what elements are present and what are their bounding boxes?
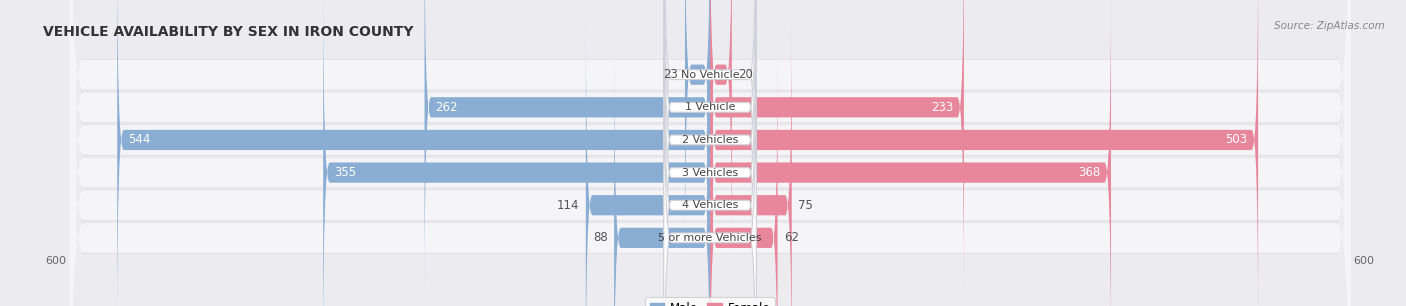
FancyBboxPatch shape bbox=[664, 0, 756, 306]
Text: Source: ZipAtlas.com: Source: ZipAtlas.com bbox=[1274, 21, 1385, 32]
FancyBboxPatch shape bbox=[710, 52, 778, 306]
Text: 544: 544 bbox=[128, 133, 150, 147]
Text: 368: 368 bbox=[1078, 166, 1099, 179]
FancyBboxPatch shape bbox=[425, 0, 710, 293]
FancyBboxPatch shape bbox=[710, 0, 1258, 306]
FancyBboxPatch shape bbox=[69, 0, 1351, 306]
Text: 503: 503 bbox=[1225, 133, 1247, 147]
Text: 23: 23 bbox=[664, 68, 679, 81]
FancyBboxPatch shape bbox=[69, 0, 1351, 306]
Text: 4 Vehicles: 4 Vehicles bbox=[682, 200, 738, 210]
FancyBboxPatch shape bbox=[614, 52, 710, 306]
FancyBboxPatch shape bbox=[117, 0, 710, 306]
FancyBboxPatch shape bbox=[69, 0, 1351, 306]
Text: 3 Vehicles: 3 Vehicles bbox=[682, 168, 738, 177]
Text: 233: 233 bbox=[931, 101, 953, 114]
Legend: Male, Female: Male, Female bbox=[645, 297, 775, 306]
FancyBboxPatch shape bbox=[710, 0, 1111, 306]
FancyBboxPatch shape bbox=[710, 0, 731, 260]
FancyBboxPatch shape bbox=[69, 0, 1351, 306]
FancyBboxPatch shape bbox=[710, 0, 965, 293]
FancyBboxPatch shape bbox=[664, 0, 756, 306]
FancyBboxPatch shape bbox=[664, 0, 756, 306]
Text: 20: 20 bbox=[738, 68, 754, 81]
Text: 355: 355 bbox=[335, 166, 356, 179]
FancyBboxPatch shape bbox=[69, 0, 1351, 306]
FancyBboxPatch shape bbox=[685, 0, 710, 260]
Text: No Vehicle: No Vehicle bbox=[681, 70, 740, 80]
Text: 88: 88 bbox=[593, 231, 607, 244]
FancyBboxPatch shape bbox=[664, 0, 756, 298]
FancyBboxPatch shape bbox=[69, 0, 1351, 306]
FancyBboxPatch shape bbox=[710, 20, 792, 306]
FancyBboxPatch shape bbox=[69, 0, 1351, 306]
Text: 2 Vehicles: 2 Vehicles bbox=[682, 135, 738, 145]
Text: 5 or more Vehicles: 5 or more Vehicles bbox=[658, 233, 762, 243]
Text: 1 Vehicle: 1 Vehicle bbox=[685, 102, 735, 112]
FancyBboxPatch shape bbox=[586, 20, 710, 306]
FancyBboxPatch shape bbox=[664, 0, 756, 306]
FancyBboxPatch shape bbox=[69, 0, 1351, 306]
Text: VEHICLE AVAILABILITY BY SEX IN IRON COUNTY: VEHICLE AVAILABILITY BY SEX IN IRON COUN… bbox=[44, 25, 413, 39]
Text: 114: 114 bbox=[557, 199, 579, 212]
Text: 75: 75 bbox=[799, 199, 813, 212]
FancyBboxPatch shape bbox=[323, 0, 710, 306]
Text: 262: 262 bbox=[436, 101, 458, 114]
FancyBboxPatch shape bbox=[69, 0, 1351, 306]
FancyBboxPatch shape bbox=[69, 0, 1351, 306]
Text: 62: 62 bbox=[785, 231, 799, 244]
FancyBboxPatch shape bbox=[664, 14, 756, 306]
FancyBboxPatch shape bbox=[69, 0, 1351, 306]
FancyBboxPatch shape bbox=[69, 0, 1351, 306]
